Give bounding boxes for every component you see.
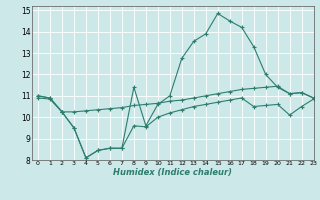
X-axis label: Humidex (Indice chaleur): Humidex (Indice chaleur) — [113, 168, 232, 177]
